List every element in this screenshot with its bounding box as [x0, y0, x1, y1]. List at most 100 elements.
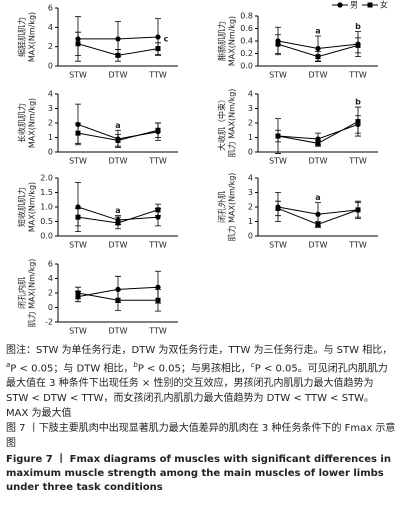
y-axis-label: MAX(Nm/kg) [28, 182, 37, 232]
figure-title-en: Figure 7 丨 Fmax diagrams of muscles with… [6, 454, 391, 494]
note-superscript: c [250, 361, 255, 369]
y-axis-label: 肌力 MAX(Nm/kg) [227, 173, 237, 242]
y-tick-label: 0.4 [240, 37, 253, 46]
y-axis-label: 腓肠肌肌力 [217, 21, 227, 61]
x-tick-label: DTW [109, 157, 128, 166]
y-tick-label: 3 [248, 188, 253, 197]
point [315, 54, 321, 60]
y-axis-label: 长收肌肌力 [17, 103, 27, 143]
y-axis-label: 短收肌肌力 [17, 187, 27, 227]
point [355, 119, 361, 125]
x-tick-label: DTW [309, 71, 328, 80]
y-tick-label: 0 [48, 62, 53, 71]
point [155, 207, 161, 213]
x-tick-label: STW [69, 71, 87, 80]
y-tick-label: 2 [248, 119, 253, 128]
y-tick-label: 0 [248, 232, 253, 241]
y-tick-label: 2.0 [40, 174, 53, 183]
note-text: 图注：STW 为单任务行走，DTW 为双任务行走，TTW 为三任务行走。与 ST… [6, 345, 393, 356]
point [115, 36, 121, 42]
y-tick-label: 6 [48, 4, 53, 13]
point [75, 214, 81, 220]
y-axis-label: 闭孔外肌 [217, 191, 227, 223]
caption: 图注：STW 为单任务行走，DTW 为双任务行走，TTW 为三任务行走。与 ST… [6, 343, 396, 495]
annotation: a [315, 27, 320, 36]
point [315, 211, 321, 217]
x-tick-label: DTW [109, 71, 128, 80]
y-tick-label: 4 [248, 90, 253, 99]
y-tick-label: 2 [248, 203, 253, 212]
y-tick-label: 0.5 [40, 217, 53, 226]
x-tick-label: DTW [309, 241, 328, 250]
y-tick-label: 2 [48, 289, 53, 298]
annotation: b [355, 22, 361, 31]
point [115, 220, 121, 226]
point [115, 297, 121, 303]
point [75, 290, 81, 296]
y-tick-label: 0.2 [240, 49, 253, 58]
annotation: c [164, 35, 169, 44]
y-tick-label: 4 [48, 90, 53, 99]
chart: 0 1 2 3 4 大收肌（中束） 肌力 MAX(Nm/kg) STW DTW TTW b [217, 89, 378, 166]
point [75, 130, 81, 136]
x-tick-label: TTW [148, 241, 167, 250]
point [155, 297, 161, 303]
y-tick-label: 3 [248, 104, 253, 113]
point [155, 127, 161, 133]
y-tick-label: 4 [248, 174, 253, 183]
x-tick-label: TTW [348, 157, 367, 166]
legend-marker [337, 2, 343, 8]
point [275, 205, 281, 211]
legend-label: 男 [350, 1, 358, 10]
legend-marker [367, 2, 373, 8]
y-tick-label: 1 [248, 133, 253, 142]
y-tick-label: 0.6 [240, 24, 253, 33]
point [315, 221, 321, 227]
note-text: P < 0.05。可见闭孔内肌肌力最大值在 3 种条件下出现任务 × 性别的交互… [6, 363, 388, 420]
chart: -2 0 2 4 6 闭孔内肌 肌力 MAX(Nm/kg) STW DTW TTW [17, 259, 178, 336]
x-tick-label: TTW [148, 327, 167, 336]
point [275, 41, 281, 47]
chart: 0 1 2 3 4 闭孔外肌 肌力 MAX(Nm/kg) STW DTW TTW a [217, 173, 378, 250]
x-tick-label: STW [269, 241, 287, 250]
annotation: a [115, 206, 120, 215]
y-tick-label: 0 [48, 148, 53, 157]
y-tick-label: 3 [48, 104, 53, 113]
figure-title-cn: 图 7 丨下肢主要肌肉中出现显著肌力最大值差异的肌肉在 3 种任务条件下的 Fm… [6, 423, 396, 450]
annotation: a [115, 121, 120, 130]
x-tick-label: TTW [148, 157, 167, 166]
x-tick-label: TTW [348, 71, 367, 80]
annotation: a [315, 193, 320, 202]
y-axis-label: MAX(Nm/kg) [28, 12, 37, 62]
point [315, 45, 321, 52]
point [115, 137, 121, 143]
chart: 0 2 4 6 缩胫肌肌力 MAX(Nm/kg) STW DTW TTW c [17, 4, 178, 80]
note: 图注：STW 为单任务行走，DTW 为双任务行走，TTW 为三任务行走。与 ST… [6, 343, 396, 421]
x-tick-label: STW [269, 71, 287, 80]
x-tick-label: DTW [309, 157, 328, 166]
y-tick-label: 1.0 [40, 203, 53, 212]
y-axis-label: 肌力 MAX(Nm/kg) [27, 259, 37, 328]
y-tick-label: 0.0 [40, 232, 53, 241]
chart: 0 1 2 3 4 长收肌肌力 MAX(Nm/kg) STW DTW TTW a [17, 90, 178, 166]
y-axis-label: 大收肌（中束） [217, 95, 227, 151]
point [155, 284, 161, 290]
x-tick-label: STW [69, 157, 87, 166]
x-tick-label: TTW [148, 71, 167, 80]
y-tick-label: 1 [48, 133, 53, 142]
y-axis-label: 缩胫肌肌力 [17, 17, 27, 57]
y-tick-label: 0 [248, 148, 253, 157]
point [355, 207, 361, 213]
point [115, 286, 121, 292]
point [75, 41, 81, 47]
chart: 0.0 0.2 0.4 0.6 0.8 腓肠肌肌力 MAX(Nm/kg) STW DTW TTW a… [217, 0, 389, 80]
x-tick-label: DTW [109, 241, 128, 250]
y-tick-label: 2 [48, 119, 53, 128]
y-tick-label: 6 [48, 260, 53, 269]
y-axis-label: MAX(Nm/kg) [228, 16, 237, 66]
x-tick-label: STW [69, 241, 87, 250]
y-axis-label: 肌力 MAX(Nm/kg) [227, 89, 237, 158]
point [155, 46, 161, 52]
y-tick-label: 1 [248, 217, 253, 226]
